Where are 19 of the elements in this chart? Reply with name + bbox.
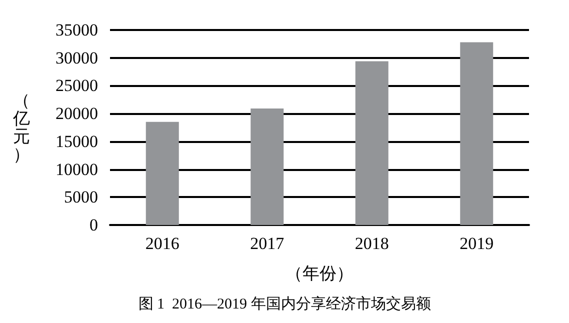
bar (146, 122, 179, 225)
y-tick-label: 20000 (56, 104, 98, 124)
y-tick-label: 30000 (56, 48, 98, 68)
bar (460, 42, 494, 225)
bar (355, 61, 388, 225)
x-tick-label: 2017 (250, 234, 285, 253)
x-tick-label: 2019 (460, 234, 494, 253)
x-tick-label: 2016 (145, 234, 180, 253)
y-tick-label: 0 (90, 216, 98, 234)
x-axis-title: （年份） (286, 264, 354, 283)
y-axis-title: （亿元） (12, 91, 30, 164)
y-tick-label: 10000 (56, 160, 98, 179)
x-tick-label: 2018 (354, 234, 389, 253)
bar (250, 108, 284, 225)
y-tick-label: 25000 (56, 76, 98, 96)
y-tick-label: 15000 (56, 132, 98, 151)
y-tick-label: 5000 (64, 188, 98, 207)
text: 图 1 2016—2019 年国内分享经济市场交易额 (138, 296, 431, 312)
y-tick-label: 35000 (56, 20, 98, 40)
